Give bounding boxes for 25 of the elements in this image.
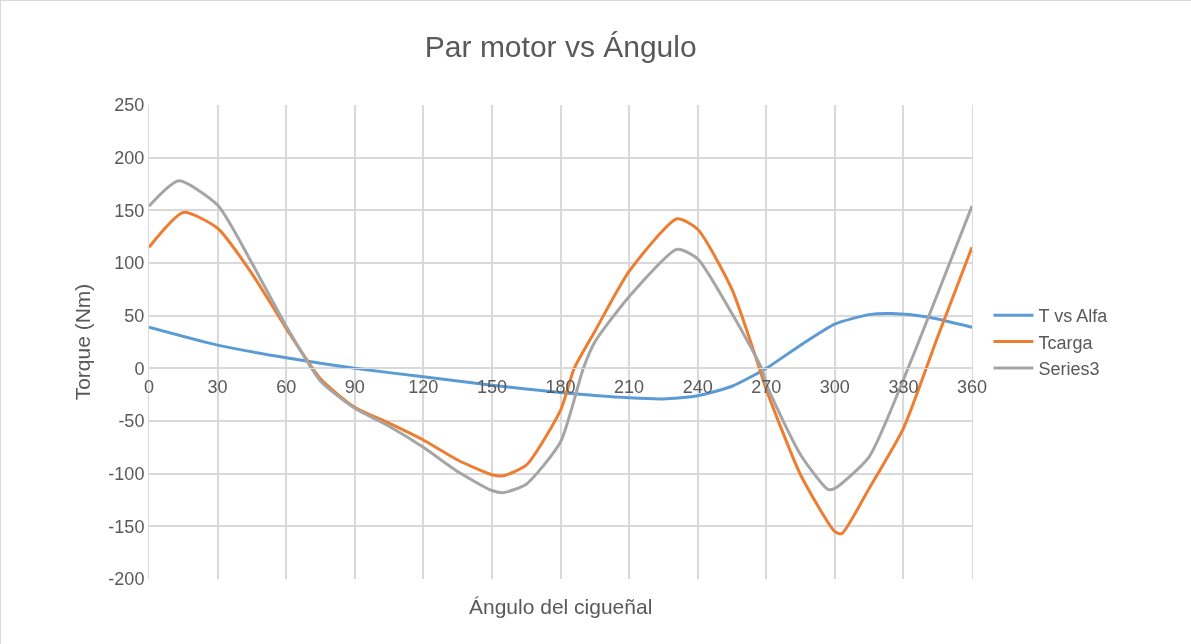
x-tick-label: 360: [956, 376, 988, 397]
y-tick-label: 200: [114, 147, 145, 168]
y-tick-label: -50: [118, 411, 145, 432]
y-axis-title: Torque (Nm): [70, 283, 94, 401]
y-tick-label: -200: [108, 569, 145, 590]
x-tick-label: 30: [207, 376, 228, 397]
x-tick-label: 90: [344, 376, 365, 397]
legend-label: Series3: [1038, 359, 1100, 380]
x-tick-label: 120: [408, 376, 439, 397]
x-tick-label: 210: [614, 376, 645, 397]
y-tick-label: 0: [134, 358, 145, 379]
y-tick-label: 100: [114, 253, 145, 274]
x-tick-label: 330: [888, 376, 919, 397]
x-axis-title: Ángulo del cigueñal: [469, 595, 653, 618]
y-tick-label: -100: [108, 463, 145, 484]
y-tick-label: -150: [108, 516, 145, 537]
legend-label: T vs Alfa: [1038, 306, 1109, 327]
y-tick-label: 50: [124, 305, 145, 326]
x-tick-label: 240: [682, 376, 713, 397]
legend-label: Tcarga: [1038, 332, 1094, 353]
y-tick-label: 150: [114, 200, 145, 221]
y-tick-label: 250: [114, 95, 145, 116]
x-tick-label: 60: [276, 376, 297, 397]
chart-title: Par motor vs Ángulo: [424, 29, 697, 63]
x-tick-label: 300: [819, 376, 850, 397]
